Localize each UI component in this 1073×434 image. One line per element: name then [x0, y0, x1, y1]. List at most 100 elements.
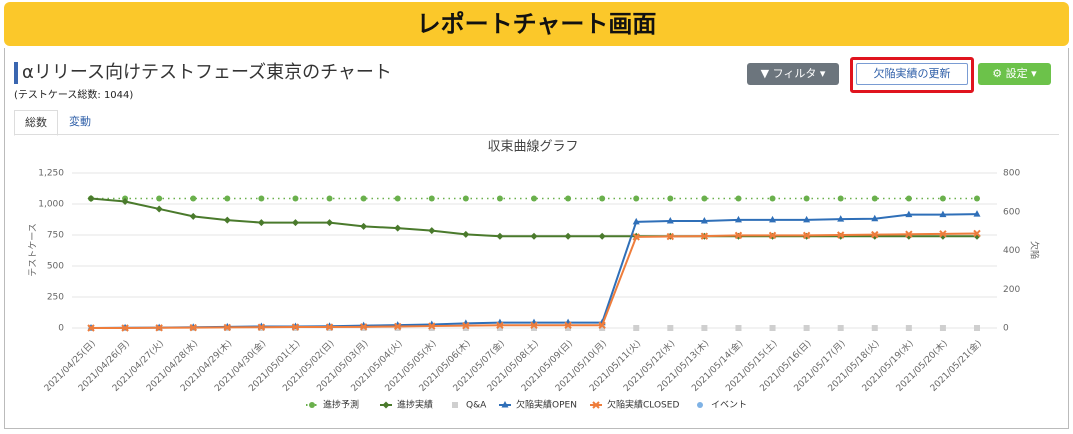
marker	[599, 325, 606, 331]
marker	[666, 232, 675, 241]
chart-title: 収束曲線グラフ	[487, 139, 578, 155]
marker	[428, 322, 436, 330]
marker	[666, 217, 674, 224]
marker	[87, 195, 95, 203]
marker	[223, 323, 232, 332]
marker	[393, 322, 402, 331]
marker	[871, 230, 879, 239]
marker	[155, 205, 163, 213]
legend-label: イベント	[711, 401, 747, 411]
marker	[565, 195, 572, 202]
marker	[394, 325, 401, 331]
legend-label: 欠陥実績CLOSED	[607, 399, 679, 411]
button-label: フィルタ	[772, 67, 817, 80]
marker	[939, 210, 947, 218]
marker	[973, 210, 981, 217]
marker	[428, 195, 435, 202]
y2-tick-label: 200	[1003, 285, 1020, 295]
y-tick-label: 500	[47, 262, 64, 272]
legend-label: Q&A	[466, 401, 487, 411]
marker	[564, 321, 572, 329]
marker	[496, 232, 504, 240]
series-line	[90, 213, 978, 329]
y2-tick-label: 800	[1003, 169, 1020, 179]
marker	[632, 233, 640, 241]
marker	[326, 219, 334, 227]
marker	[565, 325, 572, 331]
marker	[803, 325, 810, 331]
marker	[769, 215, 777, 223]
y-tick-label: 250	[47, 293, 64, 303]
marker	[291, 219, 299, 227]
marker	[564, 232, 572, 240]
marker	[667, 195, 674, 202]
marker	[871, 325, 878, 331]
marker	[292, 195, 299, 202]
tab[interactable]: 総数	[14, 110, 58, 136]
marker	[871, 195, 878, 202]
marker	[428, 325, 435, 331]
marker	[697, 402, 703, 408]
marker	[394, 195, 401, 202]
marker	[599, 195, 606, 202]
marker	[189, 323, 197, 332]
marker	[156, 195, 163, 202]
marker	[769, 325, 776, 331]
filter-button[interactable]: ▼ フィルタ ▾	[747, 63, 839, 85]
marker	[190, 195, 197, 202]
marker	[531, 325, 537, 331]
marker	[667, 325, 674, 331]
tab[interactable]: 変動	[69, 115, 91, 128]
marker	[291, 323, 300, 331]
marker	[496, 195, 503, 202]
marker	[905, 230, 913, 238]
marker	[530, 232, 538, 240]
legend-label: 進捗実績	[397, 399, 433, 411]
series-line	[91, 232, 978, 329]
marker	[462, 325, 469, 331]
marker	[633, 325, 640, 331]
y-tick-label: 1,000	[38, 200, 64, 210]
marker	[768, 231, 777, 240]
marker	[223, 216, 231, 224]
page-subtitle: (テストケース総数: 1044)	[14, 90, 134, 101]
marker	[701, 325, 708, 331]
marker	[360, 222, 368, 230]
marker	[155, 324, 163, 332]
marker	[121, 324, 129, 332]
y-tick-label: 750	[47, 231, 64, 241]
y-tick-label: 0	[58, 324, 64, 334]
marker	[939, 325, 946, 331]
marker	[803, 195, 810, 202]
marker	[734, 231, 743, 240]
marker	[394, 224, 402, 232]
marker	[531, 195, 537, 202]
marker	[257, 219, 265, 227]
marker	[735, 195, 742, 202]
marker	[257, 323, 266, 331]
marker	[382, 401, 390, 409]
marker	[939, 230, 947, 238]
settings-button[interactable]: ⚙ 設定 ▾	[978, 63, 1051, 85]
marker	[633, 195, 640, 202]
marker	[359, 323, 368, 331]
marker	[325, 323, 334, 331]
y-tick-label: 1,250	[38, 169, 64, 179]
update-button[interactable]: 欠陥実績の更新	[850, 57, 974, 93]
page-title: αリリース向けテストフェーズ東京のチャート	[14, 62, 392, 84]
marker	[592, 401, 600, 409]
marker	[700, 232, 709, 240]
y2-axis-label: 欠陥	[1029, 241, 1041, 259]
marker	[224, 195, 231, 202]
marker	[939, 195, 946, 202]
marker	[428, 227, 436, 235]
marker	[258, 195, 265, 202]
marker	[360, 195, 367, 202]
marker	[803, 215, 811, 223]
marker	[905, 210, 913, 218]
marker	[802, 231, 811, 240]
marker	[501, 401, 509, 408]
y-axis-label: テストケース	[28, 223, 39, 277]
